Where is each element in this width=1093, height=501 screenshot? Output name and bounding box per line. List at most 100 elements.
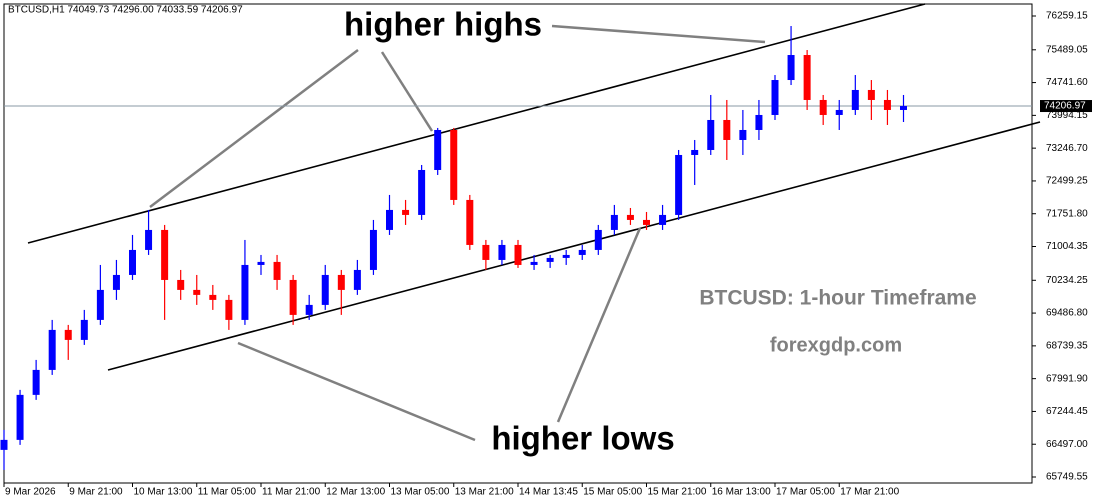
y-tick-label: 67244.45 (1046, 406, 1088, 417)
candle-body (675, 154, 683, 215)
candle-body (643, 219, 650, 225)
candle-body (353, 269, 361, 290)
candle-body (193, 289, 201, 295)
candle-body (530, 261, 538, 265)
y-tick-label: 65749.55 (1046, 472, 1088, 483)
y-tick-label: 75489.05 (1046, 44, 1088, 55)
x-tick-label: 15 Mar 05:00 (583, 487, 642, 498)
candle-body (787, 55, 795, 81)
x-tick-label: 13 Mar 21:00 (455, 487, 514, 498)
channel-lower (107, 121, 1041, 371)
candle-body (450, 129, 458, 200)
candle-body (819, 99, 827, 115)
candle-body (386, 209, 393, 230)
candle-body (402, 209, 410, 215)
y-tick-label: 67991.90 (1046, 373, 1088, 384)
y-tick-label: 69486.80 (1046, 308, 1088, 319)
candle-body (803, 55, 811, 100)
last-price-box (1040, 100, 1092, 113)
annotation: forexgdp.com (770, 334, 902, 356)
candle-body (691, 149, 699, 155)
candle-body (80, 319, 88, 340)
candle-body (161, 229, 169, 280)
candle-body (369, 229, 377, 270)
x-tick-label: 15 Mar 21:00 (648, 487, 707, 498)
candle-body (498, 244, 506, 260)
candle-body (594, 229, 602, 250)
candle-body (610, 214, 618, 230)
candle-body (209, 294, 217, 300)
candle-body (626, 214, 634, 220)
candles (0, 26, 907, 470)
y-tick-label: 74741.60 (1046, 77, 1088, 88)
x-tick-label: 17 Mar 21:00 (840, 487, 899, 498)
x-tick-label: 9 Mar 21:00 (69, 487, 123, 498)
candle-body (16, 394, 24, 440)
candle-body (96, 289, 104, 320)
candle-body (241, 264, 249, 320)
candle-body (482, 244, 490, 260)
annotation: BTCUSD: 1-hour Timeframe (699, 287, 976, 310)
candle-body (418, 169, 426, 215)
candle-body (739, 129, 747, 140)
y-tick-label: 71751.80 (1046, 208, 1088, 219)
x-tick-label: 10 Mar 13:00 (134, 487, 193, 498)
candle-body (659, 214, 667, 225)
y-tick-label: 72499.25 (1046, 176, 1088, 187)
y-tick-label: 73246.70 (1046, 143, 1088, 154)
y-tick-label: 68739.35 (1046, 341, 1088, 352)
candle-body (867, 89, 875, 100)
pointer (380, 51, 434, 132)
candle-body (305, 304, 313, 315)
last-price-label: 74206.97 (1044, 101, 1086, 112)
candle-body (112, 274, 120, 290)
y-tick-label: 70234.25 (1046, 275, 1088, 286)
x-tick-label: 16 Mar 13:00 (712, 487, 771, 498)
candle-body (514, 244, 522, 265)
chart-title: BTCUSD,H1 74049.73 74296.00 74033.59 742… (8, 5, 243, 16)
pointer (551, 24, 766, 44)
x-tick-label: 12 Mar 13:00 (326, 487, 385, 498)
candle-body (835, 109, 843, 115)
candle-body (145, 229, 153, 250)
candle-body (562, 254, 570, 258)
candle-body (851, 89, 859, 110)
y-tick-label: 71004.35 (1046, 241, 1088, 252)
candle-body (755, 114, 763, 130)
candle-body (273, 261, 281, 280)
pointer (149, 49, 359, 208)
candle-body (771, 80, 779, 115)
candle-body (48, 329, 56, 370)
candle-body (64, 329, 72, 340)
pointer (237, 341, 476, 442)
candle-body (321, 274, 329, 305)
x-tick-label: 9 Mar 2026 (5, 487, 56, 498)
candle-body (723, 119, 731, 140)
candle-body (578, 249, 586, 255)
candle-body (257, 261, 265, 265)
annotation: higher highs (344, 6, 542, 43)
pointer (556, 227, 642, 423)
x-tick-label: 11 Mar 21:00 (262, 487, 321, 498)
x-tick-label: 11 Mar 05:00 (198, 487, 257, 498)
candle-body (883, 99, 891, 110)
y-tick-label: 73994.15 (1046, 110, 1088, 121)
candle-body (177, 279, 185, 290)
candle-body (434, 129, 442, 170)
candle-body (32, 369, 40, 395)
candle-body (337, 274, 345, 290)
x-tick-label: 14 Mar 13:45 (519, 487, 578, 498)
annotation: higher lows (491, 420, 674, 457)
y-tick-label: 66497.00 (1046, 439, 1088, 450)
candle-body (225, 299, 233, 320)
candle-body (900, 106, 907, 110)
candle-body (707, 119, 715, 150)
candle-body (546, 257, 554, 262)
candle-body (289, 279, 297, 315)
x-tick-label: 13 Mar 05:00 (391, 487, 450, 498)
y-tick-label: 76259.15 (1046, 11, 1088, 22)
x-tick-label: 17 Mar 05:00 (776, 487, 835, 498)
